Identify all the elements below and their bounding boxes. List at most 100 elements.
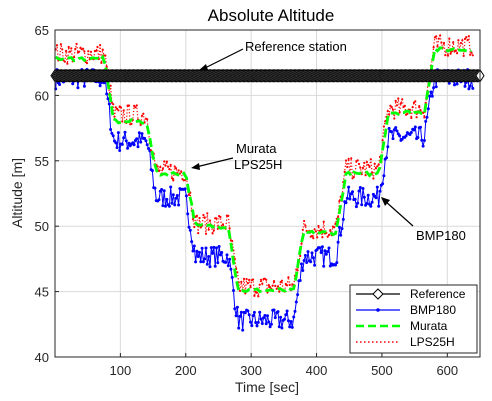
data-point-lps25h [363, 161, 366, 164]
data-point-lps25h [110, 101, 113, 104]
data-point-bmp180 [203, 257, 207, 261]
data-point-bmp180 [266, 314, 269, 318]
data-point-bmp180 [311, 256, 315, 260]
data-point-bmp180 [114, 141, 118, 145]
x-tick-label: 100 [110, 363, 132, 378]
data-point-lps25h [401, 98, 404, 101]
chart-title: Absolute Altitude [208, 6, 335, 25]
data-point-lps25h [59, 43, 63, 46]
legend-entry-murata: Murata [356, 319, 448, 333]
data-point-bmp180 [283, 317, 286, 321]
data-point-lps25h [135, 104, 138, 107]
data-point-lps25h [117, 109, 120, 112]
data-point-lps25h [207, 228, 210, 231]
data-point-bmp180 [147, 147, 150, 150]
data-point-bmp180 [421, 144, 425, 148]
data-point-bmp180 [392, 128, 396, 132]
data-point-bmp180 [385, 156, 388, 160]
data-point-lps25h [301, 228, 304, 231]
data-point-bmp180 [412, 128, 416, 132]
data-point-bmp180 [327, 246, 331, 250]
ticks: 100 200 300 400 500 600 40 45 50 55 60 65 [35, 23, 459, 378]
data-point-bmp180 [234, 314, 238, 318]
data-point-lps25h [169, 163, 172, 166]
data-point-lps25h [280, 279, 283, 282]
data-point-bmp180 [115, 146, 119, 150]
data-point-bmp180 [277, 325, 281, 329]
legend: Reference BMP180 Murata LPS25H [349, 284, 478, 354]
data-point-lps25h [452, 41, 455, 44]
y-tick-label: 55 [35, 154, 49, 169]
data-point-bmp180 [320, 245, 324, 249]
data-point-lps25h [75, 42, 78, 46]
data-point-bmp180 [268, 325, 272, 329]
data-point-bmp180 [276, 310, 280, 314]
data-point-bmp180 [220, 251, 224, 254]
data-point-lps25h [271, 284, 274, 287]
data-point-lps25h [159, 166, 162, 169]
data-point-bmp180 [192, 244, 196, 248]
data-point-bmp180 [252, 310, 256, 314]
data-point-lps25h [78, 50, 81, 53]
data-point-bmp180 [353, 197, 357, 201]
data-point-lps25h [364, 174, 367, 177]
data-point-lps25h [418, 105, 421, 108]
data-point-lps25h [410, 116, 413, 120]
data-point-bmp180 [334, 263, 337, 267]
data-point-lps25h [388, 113, 391, 116]
data-point-lps25h [252, 278, 255, 281]
data-point-bmp180 [161, 204, 165, 208]
data-point-lps25h [312, 237, 315, 240]
data-point-lps25h [221, 223, 225, 226]
y-axis-label: Altitude [m] [9, 158, 25, 228]
x-tick-label: 300 [240, 363, 262, 378]
data-point-bmp180 [209, 246, 213, 250]
data-point-lps25h [134, 106, 137, 109]
legend-label-reference: Reference [410, 287, 466, 301]
x-tick-label: 400 [306, 363, 328, 378]
data-point-bmp180 [139, 140, 143, 144]
data-point-lps25h [105, 65, 108, 68]
data-point-bmp180 [309, 260, 313, 264]
data-point-bmp180 [305, 261, 309, 264]
data-point-lps25h [170, 177, 174, 180]
data-point-lps25h [180, 170, 183, 173]
data-point-bmp180 [267, 320, 271, 324]
data-point-bmp180 [370, 200, 374, 204]
data-point-bmp180 [71, 82, 75, 86]
data-point-lps25h [415, 116, 418, 119]
data-point-bmp180 [428, 94, 432, 98]
legend-marker-reference [372, 288, 384, 300]
data-point-bmp180 [377, 204, 381, 208]
data-point-bmp180 [269, 322, 273, 326]
data-point-bmp180 [106, 97, 110, 101]
y-tick-label: 45 [35, 285, 49, 300]
data-point-bmp180 [319, 251, 323, 254]
data-point-lps25h [439, 34, 442, 37]
data-point-bmp180 [273, 316, 277, 320]
data-point-lps25h [368, 165, 371, 168]
data-point-bmp180 [366, 193, 370, 197]
data-point-bmp180 [186, 212, 190, 216]
data-point-bmp180 [111, 134, 115, 138]
data-point-bmp180 [313, 263, 317, 267]
data-point-lps25h [165, 160, 168, 163]
data-point-lps25h [195, 214, 198, 217]
data-point-bmp180 [201, 260, 205, 264]
data-point-lps25h [326, 235, 329, 238]
data-point-lps25h [272, 280, 276, 283]
data-point-bmp180 [360, 203, 364, 207]
data-point-bmp180 [124, 139, 128, 143]
data-point-lps25h [206, 212, 209, 215]
data-point-lps25h [197, 232, 200, 235]
data-point-bmp180 [109, 128, 113, 131]
data-point-lps25h [82, 47, 85, 50]
data-point-bmp180 [213, 264, 217, 268]
data-point-lps25h [65, 49, 68, 53]
data-point-lps25h [317, 224, 320, 228]
data-point-bmp180 [404, 134, 408, 138]
data-point-bmp180 [262, 316, 266, 320]
data-point-lps25h [161, 167, 164, 170]
data-point-bmp180 [160, 188, 164, 191]
